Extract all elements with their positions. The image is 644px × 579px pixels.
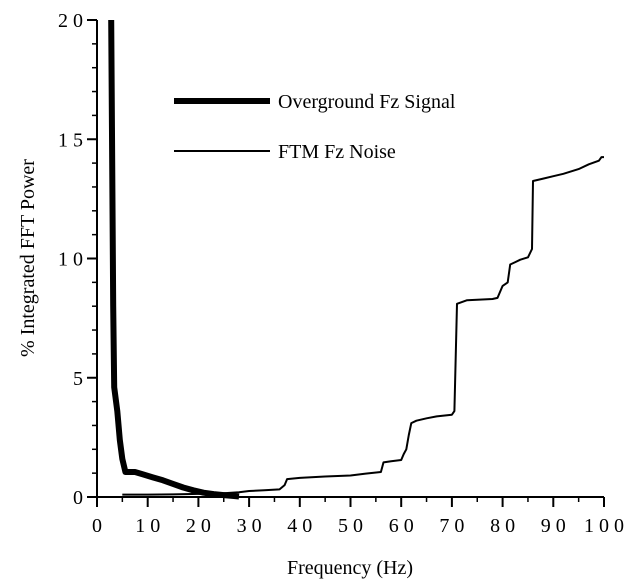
legend: Overground Fz Signal FTM Fz Noise — [174, 91, 456, 163]
x-tick-label: 1 0 0 — [584, 515, 624, 537]
series-line-overground-fz-signal — [108, 19, 240, 500]
series-line-ftm-fz-noise — [122, 156, 604, 496]
legend-label-overground: Overground Fz Signal — [278, 91, 456, 113]
x-tick-label: 3 0 — [237, 515, 262, 537]
x-tick-label: 1 0 — [135, 515, 160, 537]
x-tick-label: 7 0 — [439, 515, 464, 537]
y-axis-title: % Integrated FFT Power — [17, 159, 39, 357]
ticks: 0 1 0 2 0 3 0 4 0 5 0 6 0 7 0 8 0 9 0 1 0 0 0 5 1 0 1 … — [58, 10, 624, 537]
x-tick-label: 0 — [92, 515, 102, 537]
x-tick-label: 6 0 — [389, 515, 414, 537]
y-tick-label: 0 — [73, 487, 83, 509]
legend-label-ftm: FTM Fz Noise — [278, 141, 396, 163]
x-tick-label: 8 0 — [490, 515, 515, 537]
y-tick-label: 1 0 — [58, 249, 83, 271]
x-tick-label: 2 0 — [186, 515, 211, 537]
y-tick-label: 1 5 — [58, 129, 83, 151]
x-tick-label: 5 0 — [338, 515, 363, 537]
x-tick-label: 9 0 — [541, 515, 566, 537]
x-axis-title: Frequency (Hz) — [287, 557, 413, 579]
y-tick-label: 5 — [73, 368, 83, 390]
y-tick-label: 2 0 — [58, 10, 83, 32]
series-layer — [108, 19, 604, 500]
x-tick-label: 4 0 — [287, 515, 312, 537]
